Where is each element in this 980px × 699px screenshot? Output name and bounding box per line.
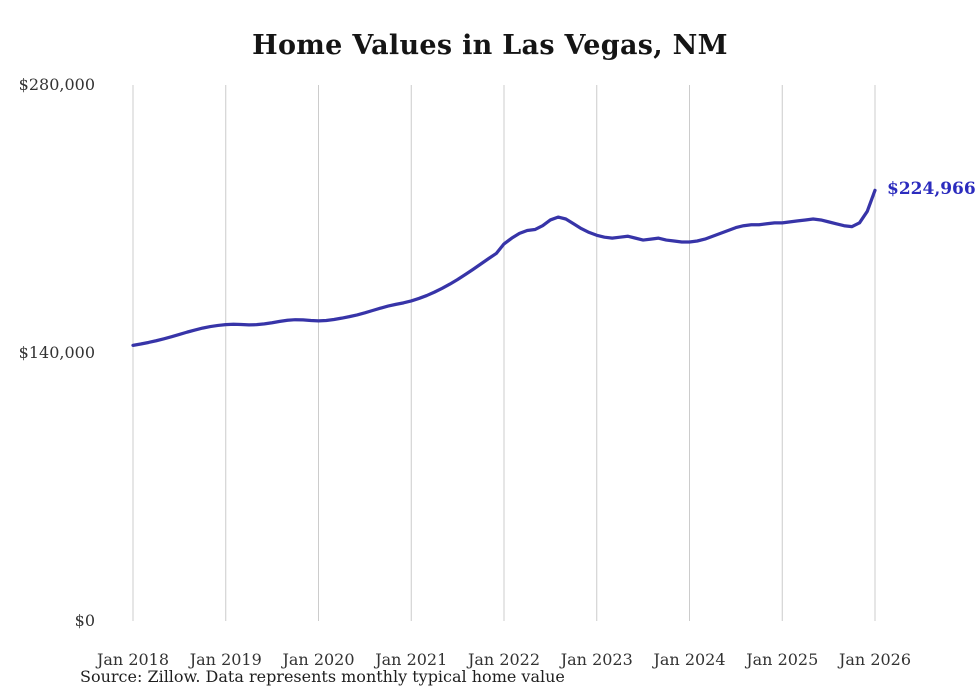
y-axis-label: $0 — [74, 611, 95, 630]
y-axis-label: $280,000 — [18, 75, 95, 94]
chart-title: Home Values in Las Vegas, NM — [252, 30, 728, 61]
x-axis-label: Jan 2021 — [375, 650, 448, 669]
x-axis-label: Jan 2023 — [560, 650, 633, 669]
x-axis-label: Jan 2019 — [189, 650, 262, 669]
source-note: Source: Zillow. Data represents monthly … — [80, 667, 565, 686]
x-axis-label: Jan 2025 — [746, 650, 819, 669]
latest-value-label: $224,966 — [887, 179, 976, 200]
home-value-line — [131, 188, 877, 347]
x-axis-label: Jan 2024 — [653, 650, 726, 669]
x-axis-label: Jan 2022 — [467, 650, 541, 669]
x-axis-label: Jan 2018 — [96, 650, 170, 669]
x-axis-label: Jan 2026 — [838, 650, 912, 669]
y-axis-label: $140,000 — [18, 343, 95, 362]
x-axis-label: Jan 2020 — [282, 650, 355, 669]
